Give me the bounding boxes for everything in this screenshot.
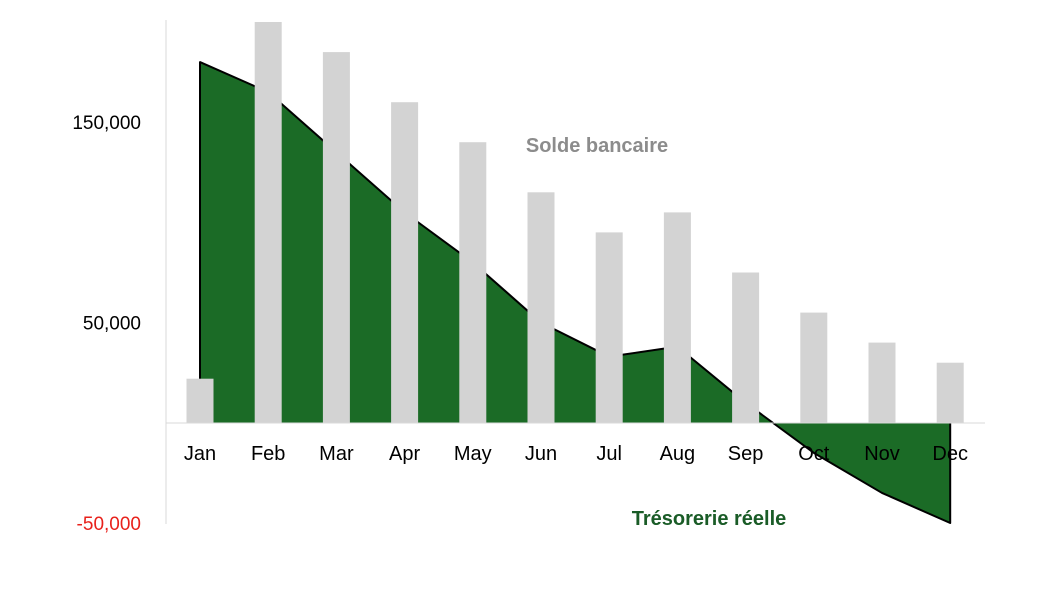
bar-sep [732,272,760,423]
bar-jun [527,192,555,423]
bar-oct [800,312,828,423]
x-tick-label-jan: Jan [184,443,216,465]
x-tick-label-aug: Aug [660,443,696,465]
y-tick-label: 150,000 [72,113,141,134]
x-tick-label-may: May [454,443,492,465]
x-tick-label-jun: Jun [525,443,557,465]
bars-layer [186,22,964,423]
x-tick-label-feb: Feb [251,443,285,465]
bar-series-annotation: Solde bancaire [526,135,668,157]
x-tick-label-dec: Dec [932,443,968,465]
x-tick-label-oct: Oct [798,443,830,465]
x-tick-label-sep: Sep [728,443,764,465]
y-tick-label: 50,000 [83,314,141,335]
x-tick-label-nov: Nov [864,443,900,465]
bar-feb [254,22,282,423]
area-series-annotation: Trésorerie réelle [632,508,787,530]
y-tick-labels: 150,000 50,000 -50,000 [72,113,141,535]
bar-mar [322,52,350,423]
bar-jan [186,378,214,423]
bar-apr [391,102,419,423]
axis-layer [165,20,985,524]
x-tick-label-mar: Mar [319,443,354,465]
bar-may [459,142,487,423]
area-fill [200,62,951,523]
x-tick-labels: Jan Feb Mar Apr May Jun Jul Aug Sep Oct Nov Dec [184,443,968,465]
x-tick-label-jul: Jul [596,443,622,465]
bar-nov [868,342,896,423]
bar-jul [595,232,623,423]
bar-aug [663,212,691,423]
x-tick-label-apr: Apr [389,443,420,465]
bar-dec [936,362,964,423]
y-tick-label: -50,000 [77,514,141,535]
area-layer [199,61,952,524]
